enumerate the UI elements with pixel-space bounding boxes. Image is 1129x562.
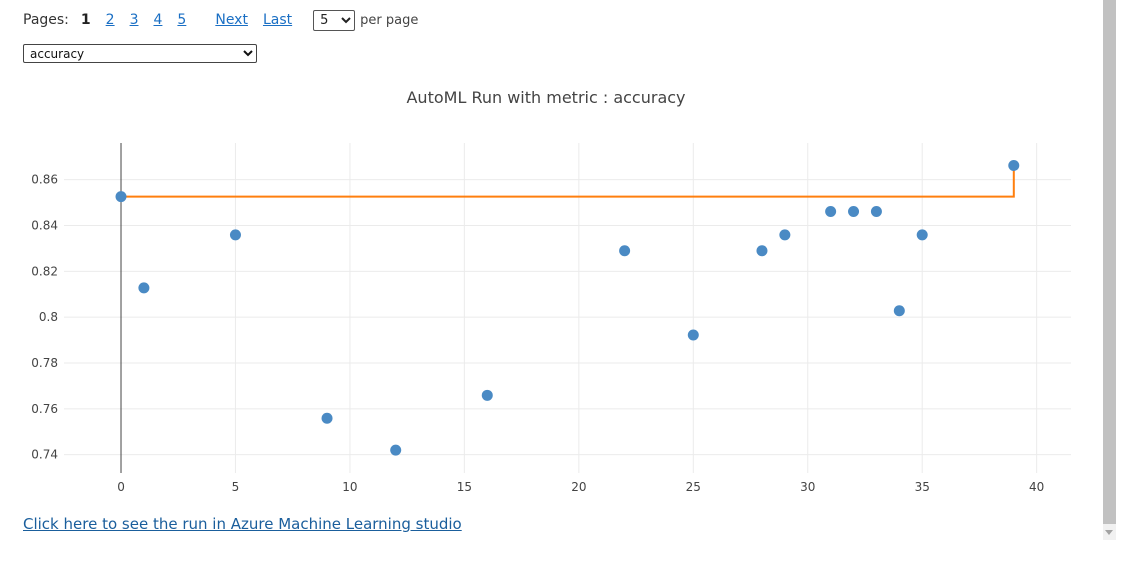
chart-grid: [64, 143, 1071, 473]
best-so-far-series: [121, 165, 1015, 198]
azure-ml-studio-link[interactable]: Click here to see the run in Azure Machi…: [23, 515, 462, 533]
per-page-label: per page: [360, 12, 419, 28]
accuracy-point: [138, 282, 150, 294]
accuracy-point: [229, 229, 241, 241]
x-tick-label: 30: [800, 480, 815, 494]
last-page-link[interactable]: Last: [262, 12, 293, 28]
next-page-link[interactable]: Next: [215, 12, 248, 28]
per-page-select[interactable]: 5: [313, 9, 356, 31]
accuracy-point: [893, 305, 905, 317]
accuracy-point: [115, 191, 127, 203]
page-link-3[interactable]: 3: [129, 12, 139, 28]
scroll-down-arrow-icon[interactable]: [1105, 530, 1113, 535]
page-link-5[interactable]: 5: [177, 12, 187, 28]
x-tick-label: 25: [686, 480, 701, 494]
accuracy-point: [916, 229, 928, 241]
page-link-4[interactable]: 4: [153, 12, 163, 28]
accuracy-point: [756, 245, 768, 257]
accuracy-point: [687, 329, 699, 341]
accuracy-point: [825, 206, 837, 218]
x-tick-label: 5: [232, 480, 240, 494]
x-tick-label: 0: [117, 480, 125, 494]
chart-title: AutoML Run with metric : accuracy: [406, 88, 685, 107]
pages-label: Pages:: [23, 12, 69, 28]
y-tick-label: 0.74: [31, 448, 58, 462]
accuracy-point: [321, 412, 333, 424]
page-1-current: 1: [80, 12, 91, 28]
y-tick-label: 0.78: [31, 356, 58, 370]
accuracy-point: [481, 389, 493, 401]
y-tick-label: 0.82: [31, 264, 58, 278]
accuracy-points-series: [115, 159, 1020, 456]
accuracy-point: [870, 206, 882, 218]
accuracy-point: [848, 206, 860, 218]
best-so-far-line: [121, 165, 1015, 198]
accuracy-scatter-chart: AutoML Run with metric : accuracy 0 5 10 15…: [31, 88, 1071, 494]
accuracy-point: [619, 245, 631, 257]
metric-select[interactable]: accuracy: [23, 44, 257, 63]
tick-labels: 0 5 10 15 20 25 30 35 40 0.74 0.76 0.78 0.8 0.82 0.84 0…: [31, 173, 1044, 494]
pagination-bar: Pages: 1 2 3 4 5 Next Last 5 per page: [23, 8, 418, 32]
page-link-2[interactable]: 2: [105, 12, 115, 28]
accuracy-point: [390, 444, 402, 456]
accuracy-point: [779, 229, 791, 241]
x-tick-label: 40: [1029, 480, 1044, 494]
x-tick-label: 35: [915, 480, 930, 494]
y-tick-label: 0.8: [39, 310, 58, 324]
scrollbar-thumb[interactable]: [1103, 0, 1116, 524]
vertical-scrollbar[interactable]: [1103, 0, 1116, 540]
x-tick-label: 20: [571, 480, 586, 494]
y-tick-label: 0.86: [31, 173, 58, 187]
x-tick-label: 10: [342, 480, 357, 494]
accuracy-point: [1008, 159, 1020, 171]
y-tick-label: 0.84: [31, 219, 58, 233]
y-tick-label: 0.76: [31, 402, 58, 416]
x-tick-label: 15: [457, 480, 472, 494]
